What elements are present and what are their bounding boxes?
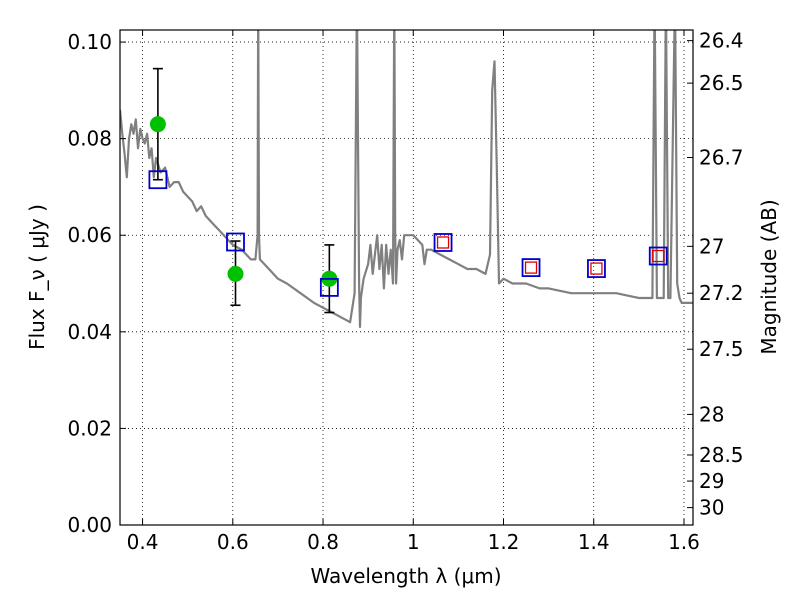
y-axis-label: Flux F_ν ( μJy ): [25, 204, 49, 350]
axis-ticks: 0.4 0.6 0.8 1 1.2 1.4 1.6 0.00 0.02 0.04 0.06 0.08 0…: [67, 29, 743, 554]
model-band-square: [433, 233, 453, 252]
x-tick-label: 1.2: [488, 530, 520, 554]
right-tick-label: 26.7: [699, 145, 744, 169]
right-tick-label: 26.4: [699, 29, 744, 53]
y-tick-label: 0.06: [67, 223, 112, 247]
plot-area: [120, 30, 693, 329]
y-tick-label: 0.00: [67, 513, 112, 537]
model-band-square: [587, 259, 606, 278]
x-axis-label: Wavelength λ (μm): [310, 564, 501, 588]
y-tick-label: 0.10: [67, 30, 112, 54]
model-band-square: [226, 232, 245, 252]
x-tick-label: 1.6: [668, 530, 700, 554]
predicted-band-square: [436, 236, 450, 249]
predicted-band-square: [652, 249, 665, 263]
y-tick-label: 0.08: [67, 127, 112, 151]
right-tick-label: 29: [699, 469, 724, 493]
predicted-band-square: [590, 262, 603, 275]
grid-lines: [120, 30, 693, 526]
observed-flux-point: [227, 265, 244, 282]
right-tick-label: 28.5: [699, 443, 744, 467]
predicted-band-square: [524, 261, 538, 274]
x-tick-label: 1.4: [578, 530, 610, 554]
y-tick-label: 0.04: [67, 320, 112, 344]
x-tick-label: 0.8: [307, 530, 339, 554]
model-band-square: [148, 170, 168, 190]
x-tick-label: 0.4: [127, 530, 159, 554]
x-tick-label: 0.6: [217, 530, 249, 554]
right-tick-label: 30: [699, 496, 724, 520]
right-axis-label: Magnitude (AB): [757, 199, 781, 354]
plot-frame: [119, 29, 694, 526]
right-tick-label: 26.5: [699, 71, 744, 95]
observed-flux-point: [149, 116, 166, 133]
right-tick-label: 27.5: [699, 337, 744, 361]
right-tick-label: 27.2: [699, 281, 744, 305]
model-band-square: [521, 258, 541, 278]
right-tick-label: 27: [699, 234, 724, 258]
model-spectrum-line: [120, 30, 693, 329]
x-tick-label: 1: [407, 530, 420, 554]
model-band-square: [648, 246, 668, 266]
y-tick-label: 0.02: [67, 416, 112, 440]
right-tick-label: 28: [699, 402, 724, 426]
model-band-square: [319, 277, 339, 297]
